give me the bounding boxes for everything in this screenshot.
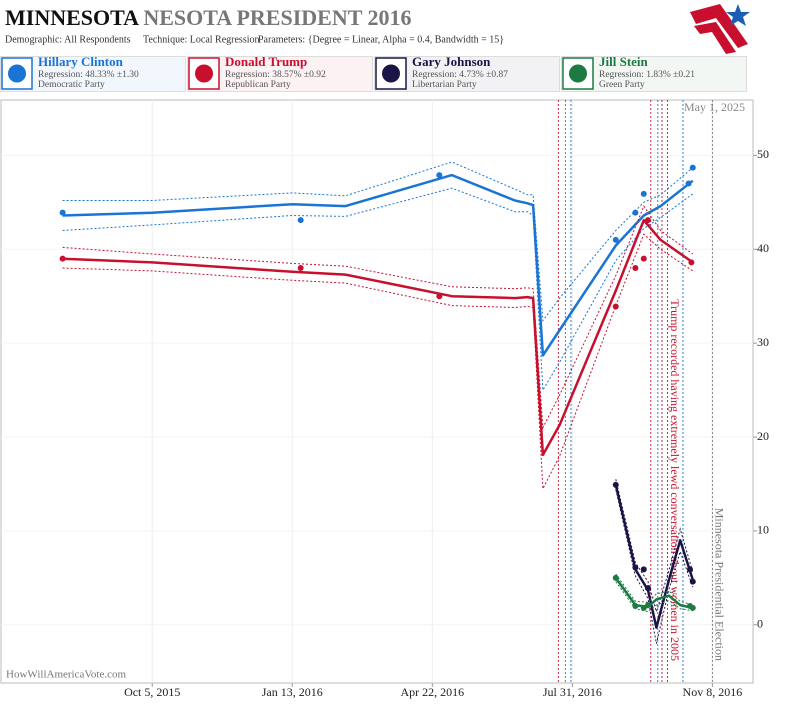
legend-party: Green Party [599, 80, 645, 90]
title-main: MINNESOTA [5, 5, 139, 30]
legend-regression: Regression: 1.83% ±0.21 [599, 70, 695, 80]
title-rest: NESOTA PRESIDENT 2016 [143, 5, 411, 30]
poll-point [685, 180, 692, 187]
y-tick-label: 0 [757, 617, 763, 631]
y-tick-label: 20 [757, 429, 769, 443]
confidence-band-edge [615, 489, 694, 644]
trend-line [62, 173, 694, 357]
event-label: Trump recorded having extremely lewd con… [668, 299, 682, 661]
x-tick-label: Jul 31, 2016 [543, 685, 602, 699]
confidence-band-edge [62, 233, 694, 491]
legend-name: Hillary Clinton [38, 54, 124, 69]
poll-point [59, 255, 66, 262]
legend-icon [382, 64, 400, 83]
poll-point [612, 574, 619, 581]
y-tick-label: 30 [757, 335, 769, 349]
poll-point [632, 603, 639, 610]
legend-icon [8, 64, 26, 83]
poll-point [689, 164, 696, 171]
date-note: May 1, 2025 [684, 100, 745, 114]
chart-title: MINNESOTA NESOTA PRESIDENT 2016 [5, 5, 412, 30]
trend-line [62, 218, 694, 457]
y-tick-label: 10 [757, 523, 769, 537]
poll-point [644, 217, 651, 224]
poll-point [297, 217, 304, 224]
legend-party: Libertarian Party [412, 80, 477, 90]
x-tick-label: Oct 5, 2015 [124, 685, 180, 699]
y-tick-label: 50 [757, 147, 769, 161]
source: HowWillAmericaVote.com [6, 669, 126, 681]
legend-icon [569, 64, 587, 83]
poll-point [689, 604, 696, 611]
x-tick-label: Jan 13, 2016 [262, 685, 323, 699]
poll-point [686, 566, 693, 573]
poll-point [689, 578, 696, 585]
poll-point [640, 604, 647, 611]
poll-point [640, 255, 647, 262]
poll-point [612, 303, 619, 310]
legend-regression: Regression: 4.73% ±0.87 [412, 70, 508, 80]
poll-point [612, 236, 619, 243]
confidence-band-edge [62, 187, 694, 392]
legend-name: Jill Stein [599, 54, 649, 69]
event-label: Minnesota Presidential Election [713, 508, 727, 661]
legend-name: Gary Johnson [412, 54, 491, 69]
poll-point [632, 564, 639, 571]
confidence-band-edge [62, 161, 694, 322]
poll-point [436, 172, 443, 179]
legend-party: Republican Party [225, 80, 291, 90]
poll-point [59, 209, 66, 216]
poll-point [612, 481, 619, 488]
legend-icon [195, 64, 213, 83]
logo [690, 4, 750, 54]
x-tick-label: Apr 22, 2016 [400, 685, 464, 699]
legend-party: Democratic Party [38, 80, 105, 90]
plot-border [0, 99, 754, 684]
poll-point [688, 259, 695, 266]
poll-point [632, 209, 639, 216]
y-tick-label: 40 [757, 241, 769, 255]
poll-point [640, 566, 647, 573]
poll-point [632, 265, 639, 272]
subtitle: Technique: Local Regression [143, 34, 259, 45]
poll-point [644, 585, 651, 592]
poll-point [436, 293, 443, 300]
poll-point [644, 602, 651, 609]
subtitle: Parameters: {Degree = Linear, Alpha = 0.… [258, 34, 504, 45]
poll-point [640, 190, 647, 197]
legend-regression: Regression: 48.33% ±1.30 [38, 70, 139, 80]
x-tick-label: Nov 8, 2016 [683, 685, 743, 699]
legend-name: Donald Trump [225, 54, 307, 69]
confidence-band-edge [615, 479, 694, 614]
subtitle: Demographic: All Respondents [5, 34, 131, 45]
legend-regression: Regression: 38.57% ±0.92 [225, 70, 326, 80]
confidence-band-edge [615, 573, 693, 606]
poll-point [297, 265, 304, 272]
